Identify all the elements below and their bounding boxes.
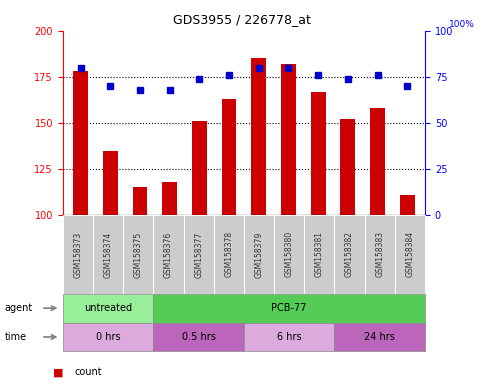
Text: GSM158378: GSM158378 [224,231,233,278]
Text: GSM158384: GSM158384 [405,231,414,278]
Text: GSM158375: GSM158375 [134,231,143,278]
Text: GSM158380: GSM158380 [284,231,294,278]
Bar [132,187,147,215]
Text: agent: agent [5,303,33,313]
Text: GSM158376: GSM158376 [164,231,173,278]
Text: GSM158381: GSM158381 [315,232,324,277]
Text: 100%: 100% [449,20,474,29]
Text: 6 hrs: 6 hrs [277,332,301,342]
Bar [341,119,355,215]
Bar [311,91,326,215]
Bar [103,151,118,215]
Text: count: count [75,367,102,377]
Bar [222,99,237,215]
Bar [162,182,177,215]
Bar [400,195,414,215]
Bar [73,71,88,215]
Bar [251,58,266,215]
Text: untreated: untreated [84,303,132,313]
Text: 0.5 hrs: 0.5 hrs [182,332,215,342]
Text: GSM158373: GSM158373 [73,231,83,278]
Text: GSM158374: GSM158374 [103,231,113,278]
Text: 24 hrs: 24 hrs [364,332,395,342]
Text: GDS3955 / 226778_at: GDS3955 / 226778_at [172,13,311,26]
Text: GSM158379: GSM158379 [255,231,264,278]
Text: ■: ■ [53,367,64,377]
Bar [281,64,296,215]
Text: time: time [5,332,27,342]
Bar [192,121,207,215]
Text: 0 hrs: 0 hrs [96,332,120,342]
Text: PCB-77: PCB-77 [271,303,307,313]
Text: GSM158382: GSM158382 [345,232,354,277]
Bar [370,108,385,215]
Text: GSM158383: GSM158383 [375,231,384,278]
Text: GSM158377: GSM158377 [194,231,203,278]
